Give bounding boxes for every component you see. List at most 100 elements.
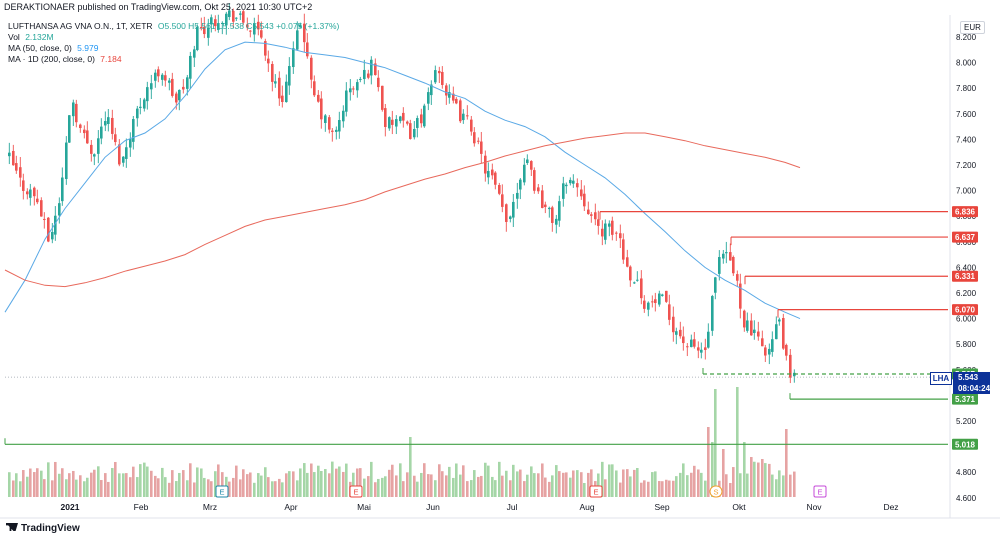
candle-body xyxy=(12,150,15,166)
candle-body xyxy=(260,30,263,38)
volume-bar xyxy=(186,480,189,497)
legend-ohlc: O5.500 H5.561 L5.538 C5.543 +0.075 (+1.3… xyxy=(157,21,340,31)
candle-body xyxy=(583,193,586,207)
candle-body xyxy=(182,86,185,90)
volume-bar xyxy=(75,479,78,497)
volume-bar xyxy=(352,472,355,497)
volume-bar xyxy=(711,442,714,497)
candle-body xyxy=(651,301,654,303)
candle-body xyxy=(491,169,494,176)
candle-body xyxy=(43,218,46,220)
candle-body xyxy=(299,24,302,28)
currency-label[interactable]: EUR xyxy=(960,21,985,34)
volume-bar xyxy=(679,472,682,497)
candle-body xyxy=(257,21,260,30)
volume-bar xyxy=(171,470,174,497)
candle-body xyxy=(743,310,746,328)
legend-symbol-row: LUFTHANSA AG VNA O.N., 1T, XETR O5.500 H… xyxy=(8,21,342,31)
candle-body xyxy=(601,228,604,237)
candle-body xyxy=(587,209,590,215)
candle-body xyxy=(604,223,607,240)
volume-bar xyxy=(310,463,313,497)
candle-body xyxy=(228,10,231,18)
volume-bar xyxy=(164,477,167,497)
volume-bar xyxy=(789,474,792,497)
candle-body xyxy=(352,88,355,90)
candle-body xyxy=(253,23,256,35)
candle-body xyxy=(54,215,57,235)
volume-bar xyxy=(345,463,348,497)
volume-bar xyxy=(761,459,764,497)
volume-bar xyxy=(331,461,334,497)
candle-body xyxy=(157,69,160,77)
volume-bar xyxy=(146,466,149,497)
candle-body xyxy=(647,302,650,310)
volume-bar xyxy=(178,472,181,497)
candle-body xyxy=(615,232,618,234)
resistance-badge-label: 6.331 xyxy=(955,272,976,281)
volume-bar xyxy=(736,387,739,497)
volume-bar xyxy=(455,463,458,497)
volume-bar xyxy=(484,462,487,497)
candle-body xyxy=(789,354,792,378)
volume-bar xyxy=(232,477,235,497)
volume-bar xyxy=(324,469,327,497)
volume-bar xyxy=(391,464,394,497)
volume-bar xyxy=(129,477,132,497)
volume-bar xyxy=(395,475,398,497)
candle-body xyxy=(541,190,544,208)
volume-bar xyxy=(604,479,607,497)
candle-body xyxy=(725,252,728,254)
candle-body xyxy=(296,30,299,50)
volume-bar xyxy=(246,474,249,497)
x-tick-label: Nov xyxy=(806,502,822,512)
y-tick-label: 7.600 xyxy=(956,110,977,119)
candle-body xyxy=(636,279,639,281)
candle-body xyxy=(668,304,671,320)
ma200-line xyxy=(4,132,801,288)
candle-body xyxy=(739,283,742,309)
candle-body xyxy=(146,87,149,102)
candle-body xyxy=(413,128,416,138)
volume-bar xyxy=(306,472,309,497)
candle-body xyxy=(597,219,600,226)
y-tick-label: 7.200 xyxy=(956,161,977,170)
volume-bar xyxy=(136,477,139,497)
volume-bar xyxy=(22,470,25,497)
volume-bar xyxy=(661,481,664,497)
y-tick-label: 8.200 xyxy=(956,33,977,42)
x-tick-label: 2021 xyxy=(61,502,80,512)
candle-body xyxy=(654,299,657,304)
volume-bar xyxy=(409,437,412,497)
candle-body xyxy=(753,329,756,334)
candle-body xyxy=(161,74,164,80)
volume-bar xyxy=(242,469,245,497)
candle-body xyxy=(455,98,458,104)
tradingview-footer[interactable]: TradingView xyxy=(6,523,80,534)
volume-bar xyxy=(633,469,636,497)
volume-bar xyxy=(267,477,270,497)
candle-body xyxy=(281,95,284,102)
volume-bar xyxy=(548,481,551,497)
volume-bar xyxy=(217,464,220,497)
legend-ma50-row: MA (50, close, 0) 5.979 xyxy=(8,43,101,53)
volume-bar xyxy=(438,464,441,497)
volume-bar xyxy=(196,467,199,497)
candle-body xyxy=(324,115,327,123)
volume-bar xyxy=(413,475,416,497)
x-tick-label: Jun xyxy=(426,502,440,512)
candle-body xyxy=(452,93,455,101)
candle-body xyxy=(178,89,181,101)
volume-bar xyxy=(597,473,600,497)
candle-body xyxy=(97,138,100,154)
candle-body xyxy=(345,90,348,112)
volume-bar xyxy=(658,481,661,497)
candle-body xyxy=(136,108,139,119)
volume-bar xyxy=(157,478,160,497)
candle-body xyxy=(328,117,331,130)
candle-body xyxy=(19,167,22,178)
volume-bar xyxy=(509,480,512,497)
volume-bar xyxy=(320,471,323,497)
volume-bar xyxy=(313,472,316,497)
